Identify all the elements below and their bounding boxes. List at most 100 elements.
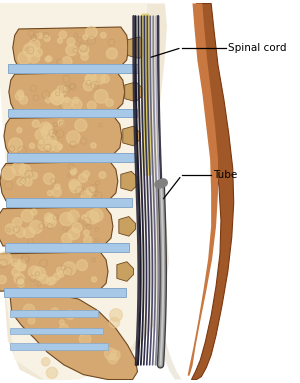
Circle shape bbox=[64, 97, 69, 102]
Circle shape bbox=[28, 317, 35, 324]
Circle shape bbox=[90, 209, 103, 222]
Circle shape bbox=[87, 187, 94, 195]
Circle shape bbox=[12, 162, 26, 175]
Bar bbox=[10, 343, 108, 350]
Circle shape bbox=[0, 275, 6, 284]
Circle shape bbox=[67, 131, 80, 144]
Circle shape bbox=[49, 277, 56, 284]
Circle shape bbox=[38, 139, 49, 151]
Circle shape bbox=[110, 318, 120, 327]
Circle shape bbox=[106, 48, 117, 59]
Circle shape bbox=[17, 90, 24, 97]
Bar bbox=[10, 327, 103, 334]
Circle shape bbox=[45, 57, 50, 62]
Circle shape bbox=[17, 262, 26, 271]
Circle shape bbox=[81, 53, 88, 61]
Circle shape bbox=[84, 236, 92, 244]
Bar bbox=[5, 243, 129, 252]
Circle shape bbox=[33, 267, 46, 280]
Circle shape bbox=[5, 224, 16, 234]
Polygon shape bbox=[0, 3, 169, 380]
Circle shape bbox=[86, 72, 96, 82]
Circle shape bbox=[91, 143, 96, 148]
Circle shape bbox=[45, 216, 56, 227]
Bar bbox=[6, 198, 132, 207]
Circle shape bbox=[47, 190, 52, 196]
Circle shape bbox=[46, 277, 54, 285]
Circle shape bbox=[79, 173, 88, 182]
Circle shape bbox=[50, 91, 64, 105]
Circle shape bbox=[106, 99, 113, 107]
Circle shape bbox=[77, 260, 88, 270]
Circle shape bbox=[29, 221, 43, 234]
Circle shape bbox=[101, 75, 110, 83]
Bar bbox=[8, 64, 139, 73]
Circle shape bbox=[70, 181, 81, 193]
Circle shape bbox=[34, 48, 42, 57]
Polygon shape bbox=[0, 207, 113, 246]
Circle shape bbox=[18, 280, 24, 287]
Circle shape bbox=[15, 260, 26, 270]
Circle shape bbox=[17, 178, 24, 185]
Circle shape bbox=[63, 262, 76, 275]
Circle shape bbox=[70, 170, 76, 175]
Circle shape bbox=[48, 146, 54, 151]
Circle shape bbox=[23, 43, 37, 57]
Circle shape bbox=[35, 129, 46, 140]
Circle shape bbox=[2, 167, 15, 180]
Circle shape bbox=[32, 120, 40, 127]
Circle shape bbox=[83, 171, 89, 177]
Polygon shape bbox=[125, 82, 143, 101]
Circle shape bbox=[44, 213, 53, 222]
Circle shape bbox=[43, 124, 52, 133]
Circle shape bbox=[42, 127, 52, 137]
Circle shape bbox=[69, 179, 79, 190]
Circle shape bbox=[58, 271, 64, 277]
Circle shape bbox=[9, 138, 22, 152]
Circle shape bbox=[15, 228, 25, 237]
Circle shape bbox=[59, 320, 64, 324]
Circle shape bbox=[18, 52, 31, 64]
Circle shape bbox=[85, 211, 99, 224]
Polygon shape bbox=[117, 262, 134, 282]
Circle shape bbox=[24, 227, 34, 238]
Circle shape bbox=[104, 348, 116, 360]
Circle shape bbox=[79, 333, 91, 345]
Circle shape bbox=[66, 310, 75, 319]
Polygon shape bbox=[13, 27, 129, 68]
Circle shape bbox=[84, 230, 89, 236]
Polygon shape bbox=[119, 216, 136, 236]
Circle shape bbox=[17, 128, 22, 133]
Circle shape bbox=[14, 273, 24, 284]
Circle shape bbox=[110, 309, 122, 321]
Circle shape bbox=[53, 273, 60, 280]
Polygon shape bbox=[0, 162, 118, 201]
Circle shape bbox=[58, 38, 62, 43]
Circle shape bbox=[71, 168, 77, 174]
Polygon shape bbox=[10, 293, 137, 380]
Circle shape bbox=[61, 233, 72, 244]
Circle shape bbox=[21, 210, 33, 222]
Circle shape bbox=[82, 215, 87, 220]
Circle shape bbox=[75, 119, 87, 131]
Circle shape bbox=[28, 51, 40, 63]
Circle shape bbox=[11, 259, 19, 267]
Polygon shape bbox=[121, 171, 139, 191]
Circle shape bbox=[46, 367, 58, 378]
Text: Spinal cord: Spinal cord bbox=[228, 43, 286, 52]
Circle shape bbox=[83, 80, 94, 91]
Text: Tube: Tube bbox=[213, 170, 237, 180]
Circle shape bbox=[31, 209, 37, 215]
Circle shape bbox=[73, 97, 79, 103]
Circle shape bbox=[60, 213, 73, 226]
Circle shape bbox=[66, 45, 77, 56]
Circle shape bbox=[52, 140, 57, 146]
Circle shape bbox=[40, 122, 52, 134]
Circle shape bbox=[61, 98, 73, 109]
Circle shape bbox=[92, 277, 97, 282]
Circle shape bbox=[108, 354, 118, 364]
Circle shape bbox=[19, 96, 28, 104]
Circle shape bbox=[60, 324, 68, 332]
Circle shape bbox=[100, 33, 106, 38]
Circle shape bbox=[93, 72, 105, 84]
